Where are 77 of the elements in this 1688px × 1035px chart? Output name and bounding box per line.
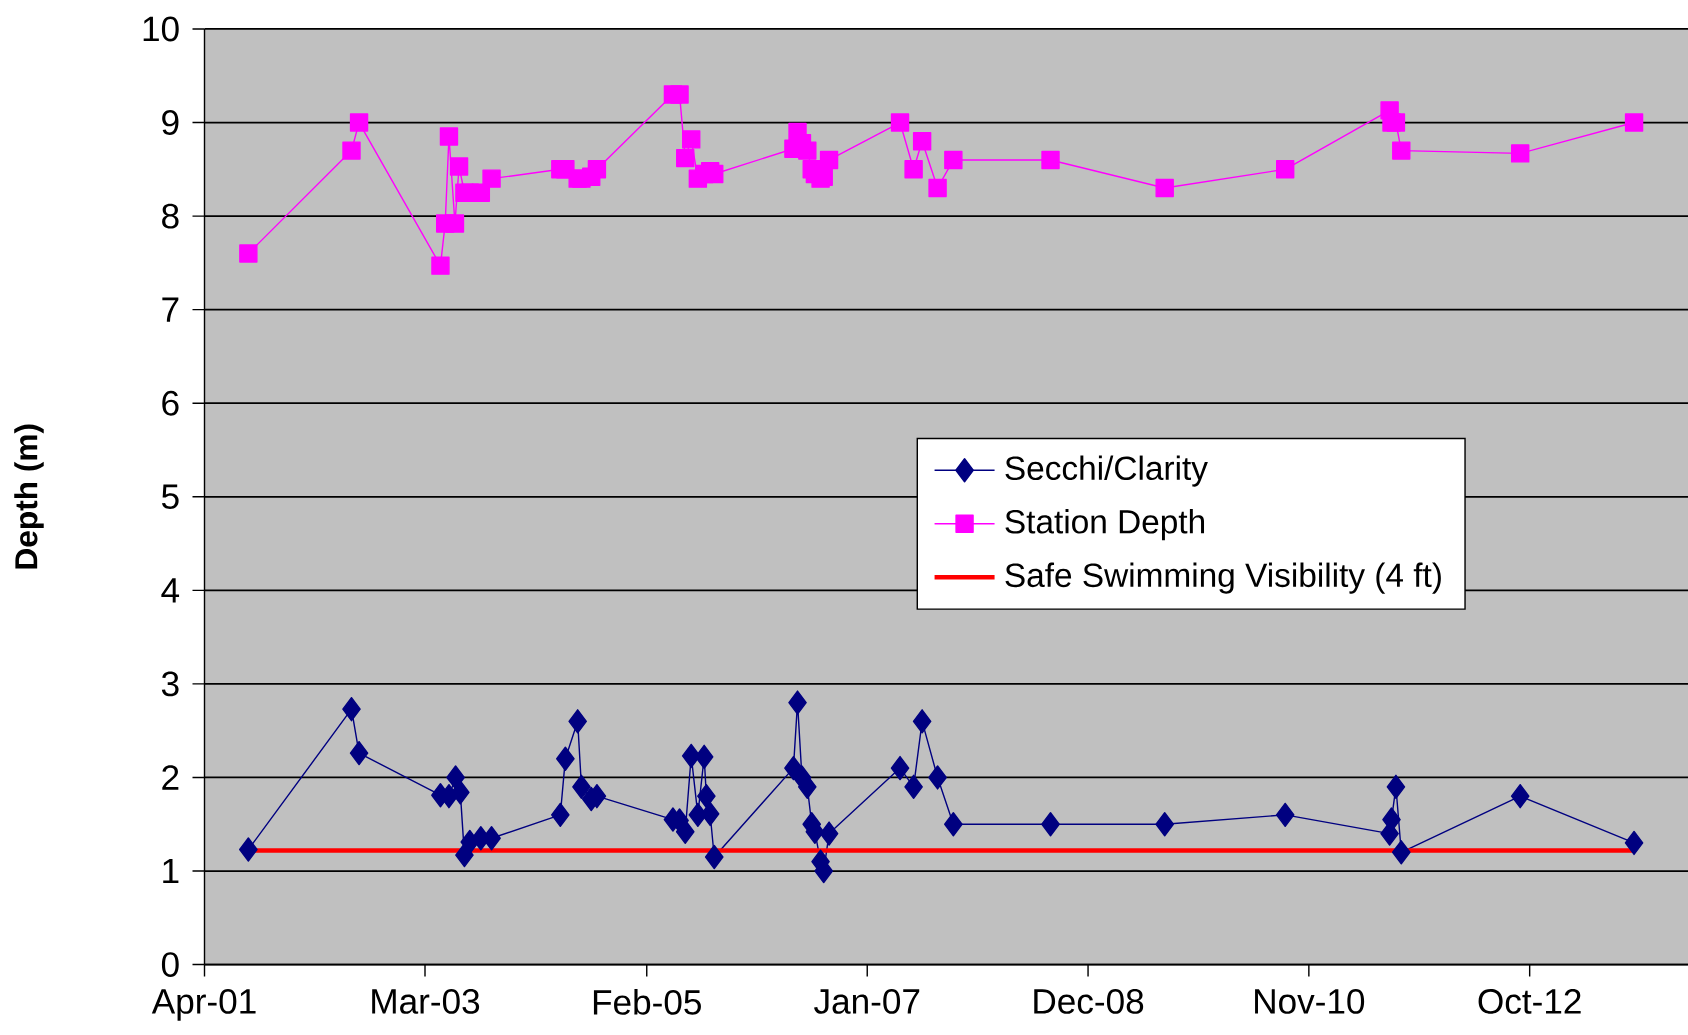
- point: [349, 113, 369, 132]
- point: [705, 164, 724, 184]
- point: [1155, 178, 1174, 198]
- point: [890, 755, 910, 781]
- point: [431, 256, 450, 275]
- x-tick-label: Feb-05: [593, 989, 701, 1015]
- point: [445, 214, 465, 233]
- point: [1510, 144, 1530, 163]
- point: [928, 178, 947, 198]
- y-tick-label: 6: [162, 390, 179, 416]
- y-tick-label: 0: [161, 952, 179, 978]
- point: [1155, 812, 1175, 837]
- x-tick-label: Jan-07: [814, 989, 920, 1014]
- point: [342, 141, 361, 160]
- y-tick-label: 8: [162, 203, 179, 229]
- point: [788, 690, 807, 715]
- point: [819, 821, 839, 846]
- point: [450, 780, 470, 805]
- y-tick-label: 5: [161, 484, 179, 510]
- point: [1510, 783, 1530, 809]
- point: [682, 130, 701, 149]
- point: [904, 160, 923, 179]
- point: [944, 150, 963, 170]
- point: [572, 774, 591, 800]
- point: [1624, 113, 1644, 132]
- point: [550, 802, 570, 828]
- legend-label: Secchi/Clarity: [1005, 455, 1208, 487]
- y-tick-label: 7: [162, 297, 179, 322]
- point: [439, 127, 459, 146]
- y-tick-label: 4: [161, 578, 180, 603]
- y-tick-label: 10: [143, 16, 179, 42]
- point: [697, 783, 716, 809]
- point: [890, 113, 910, 132]
- point: [1624, 830, 1644, 856]
- point: [912, 709, 932, 734]
- y-tick-label: 3: [161, 671, 179, 697]
- point: [482, 169, 501, 188]
- point: [700, 801, 720, 827]
- point: [819, 150, 839, 170]
- x-tick-label: Oct-12: [1478, 989, 1581, 1014]
- x-tick-label: Nov-10: [1255, 989, 1365, 1014]
- point: [1041, 812, 1060, 837]
- legend-label: Station Depth: [1005, 509, 1205, 541]
- point: [1386, 113, 1406, 132]
- point: [239, 244, 258, 263]
- point: [568, 709, 588, 734]
- point: [798, 141, 817, 160]
- point: [1392, 141, 1411, 160]
- y-tick-label: 1: [163, 858, 179, 884]
- y-axis-title: Depth (m): [14, 424, 44, 569]
- point: [912, 132, 932, 151]
- x-tick-label: Apr-01: [151, 989, 256, 1021]
- x-tick-label: Dec-08: [1034, 989, 1144, 1014]
- point: [587, 160, 607, 179]
- point: [694, 744, 714, 770]
- point: [1391, 840, 1411, 865]
- point: [928, 765, 947, 790]
- point: [675, 819, 695, 844]
- point: [1275, 160, 1295, 179]
- point: [342, 696, 361, 722]
- x-tick-label: Mar-03: [372, 989, 480, 1014]
- point: [944, 812, 963, 837]
- point: [556, 746, 575, 771]
- point: [681, 743, 701, 769]
- point: [670, 85, 689, 104]
- point: [449, 157, 469, 176]
- point: [1275, 802, 1295, 828]
- point: [704, 844, 724, 870]
- point: [676, 148, 695, 168]
- point: [349, 740, 369, 766]
- point: [904, 774, 923, 800]
- point: [1041, 150, 1060, 170]
- y-tick-label: 2: [162, 765, 179, 790]
- legend-label: Safe Swimming Visibility (4 ft): [1005, 562, 1441, 594]
- y-tick-label: 9: [162, 110, 179, 135]
- point: [1386, 774, 1406, 800]
- point: [239, 837, 258, 862]
